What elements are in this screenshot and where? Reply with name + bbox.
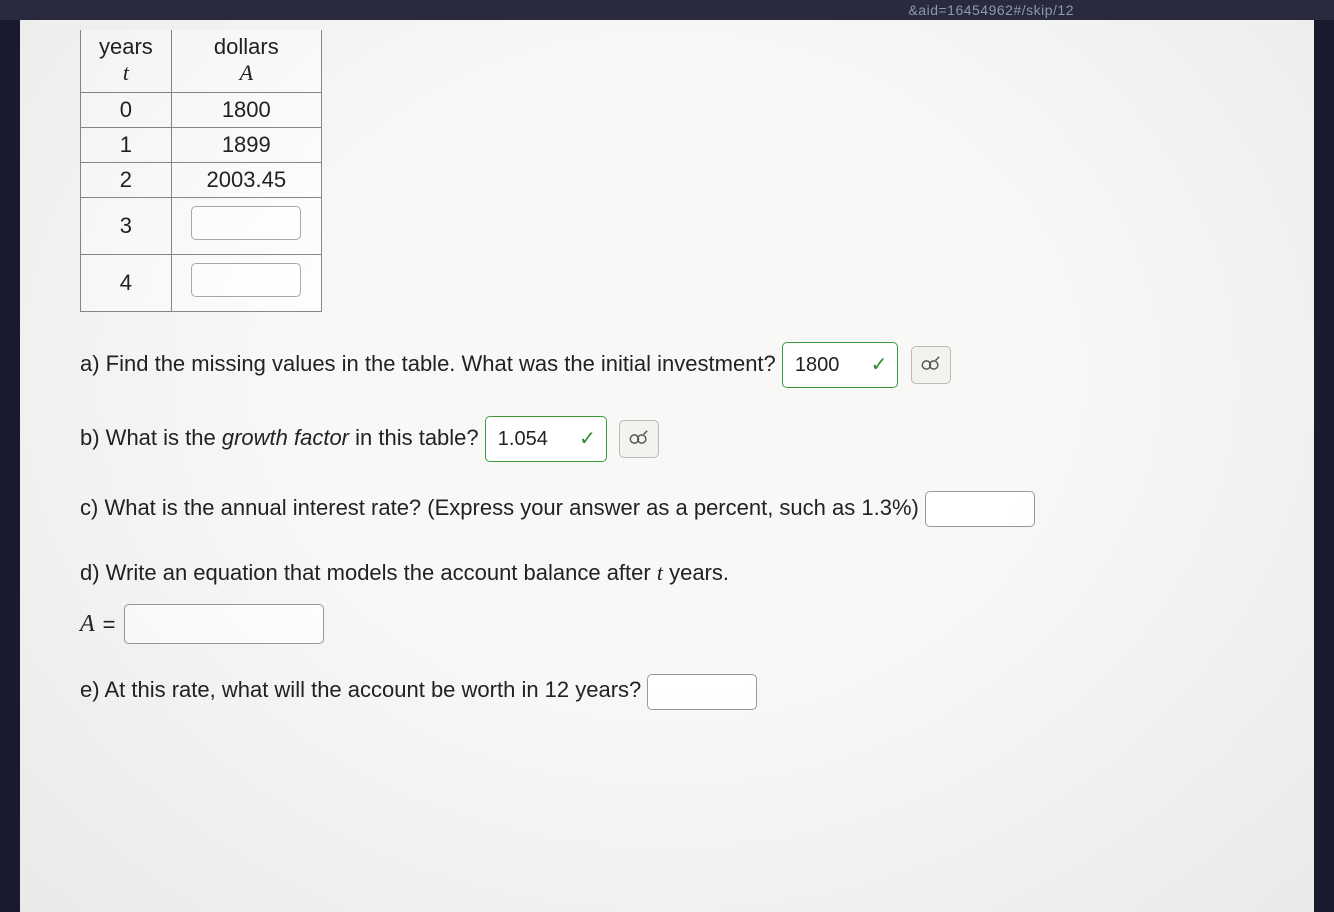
cell-t: 4 <box>81 255 172 312</box>
table-input[interactable] <box>191 206 301 240</box>
equation-eq: = <box>103 607 116 642</box>
question-d-suffix: years. <box>663 560 729 585</box>
keypad-icon <box>920 354 942 376</box>
col-subheader-A: A <box>171 60 321 93</box>
equation-lhs: A <box>80 605 95 643</box>
cell-A: 1899 <box>171 128 321 163</box>
question-c: c) What is the annual interest rate? (Ex… <box>80 490 1284 527</box>
url-fragment: &aid=16454962#/skip/12 <box>908 2 1074 18</box>
url-bar: &aid=16454962#/skip/12 <box>0 0 1334 20</box>
question-a-text: a) Find the missing values in the table.… <box>80 351 776 376</box>
keypad-icon <box>628 428 650 450</box>
answer-c-input[interactable] <box>925 491 1035 527</box>
cell-t: 0 <box>81 93 172 128</box>
answer-a-input[interactable]: 1800 ✓ <box>782 342 899 388</box>
table-row: 0 1800 <box>81 93 322 128</box>
cell-A-input <box>171 198 321 255</box>
data-table: years dollars t A 0 1800 1 1899 2 2003.4… <box>80 30 322 312</box>
question-b-emph: growth factor <box>222 425 349 450</box>
cell-A: 1800 <box>171 93 321 128</box>
cell-A-input <box>171 255 321 312</box>
answer-e-input[interactable] <box>647 674 757 710</box>
question-a: a) Find the missing values in the table.… <box>80 342 1284 388</box>
question-page: years dollars t A 0 1800 1 1899 2 2003.4… <box>20 20 1314 912</box>
answer-b-input[interactable]: 1.054 ✓ <box>485 416 607 462</box>
cell-t: 1 <box>81 128 172 163</box>
question-c-text: c) What is the annual interest rate? (Ex… <box>80 495 919 520</box>
cell-A: 2003.45 <box>171 163 321 198</box>
cell-t: 3 <box>81 198 172 255</box>
question-b-prefix: b) What is the <box>80 425 222 450</box>
question-d-prefix: d) Write an equation that models the acc… <box>80 560 657 585</box>
answer-d-input[interactable] <box>124 604 324 644</box>
keypad-button[interactable] <box>911 346 951 384</box>
table-row: 4 <box>81 255 322 312</box>
table-row: 1 1899 <box>81 128 322 163</box>
col-header-years: years <box>81 30 172 60</box>
keypad-button[interactable] <box>619 420 659 458</box>
col-subheader-t: t <box>81 60 172 93</box>
question-b-suffix: in this table? <box>349 425 479 450</box>
table-row: 2 2003.45 <box>81 163 322 198</box>
answer-a-value: 1800 <box>795 354 840 376</box>
table-row: 3 <box>81 198 322 255</box>
answer-b-value: 1.054 <box>498 428 548 450</box>
question-e-text: e) At this rate, what will the account b… <box>80 677 641 702</box>
question-b: b) What is the growth factor in this tab… <box>80 416 1284 462</box>
question-e: e) At this rate, what will the account b… <box>80 672 1284 709</box>
question-d: d) Write an equation that models the acc… <box>80 555 1284 644</box>
cell-t: 2 <box>81 163 172 198</box>
equation-row: A = <box>80 604 1284 644</box>
check-icon: ✓ <box>871 349 888 381</box>
check-icon: ✓ <box>579 423 596 455</box>
table-input[interactable] <box>191 263 301 297</box>
col-header-dollars: dollars <box>171 30 321 60</box>
